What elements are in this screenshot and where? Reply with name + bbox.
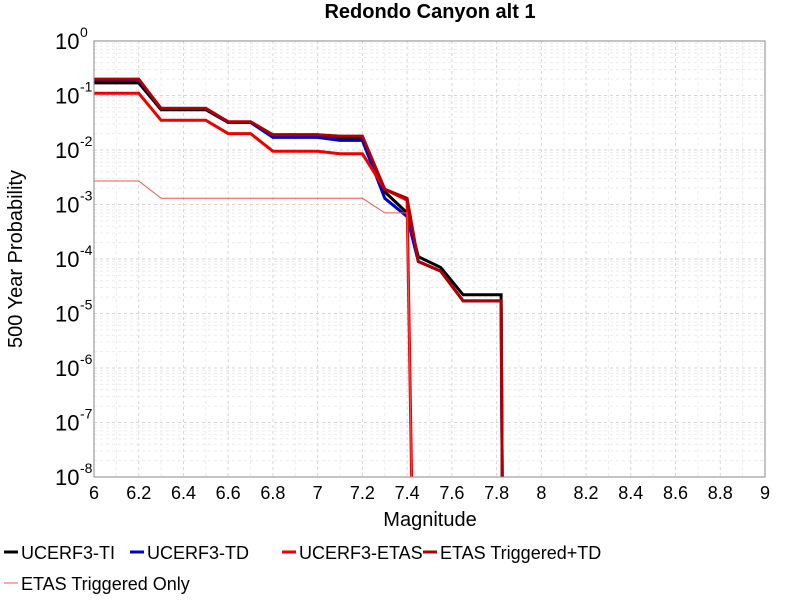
y-tick-exponent: -5 bbox=[80, 297, 93, 313]
y-tick-exponent: -1 bbox=[80, 79, 93, 95]
y-tick-exponent: -8 bbox=[80, 460, 93, 476]
y-axis-label: 500 Year Probability bbox=[5, 170, 27, 348]
x-tick-label: 6.4 bbox=[171, 483, 196, 503]
series-line-4 bbox=[94, 180, 413, 478]
y-tick-label: 10 bbox=[55, 411, 79, 436]
y-tick-label: 10 bbox=[55, 193, 79, 218]
x-tick-label: 7.8 bbox=[484, 483, 509, 503]
series-line-0 bbox=[94, 81, 504, 478]
series-line-1 bbox=[94, 78, 504, 478]
x-tick-label: 7 bbox=[313, 483, 323, 503]
y-tick-label: 10 bbox=[55, 356, 79, 381]
legend-label-2: UCERF3-ETAS bbox=[299, 543, 423, 563]
series-line-2 bbox=[94, 91, 414, 478]
x-tick-label: 8.6 bbox=[663, 483, 688, 503]
x-tick-label: 6 bbox=[89, 483, 99, 503]
grid bbox=[93, 41, 766, 478]
x-tick-label: 6.6 bbox=[216, 483, 241, 503]
plot-frame bbox=[93, 40, 766, 478]
y-tick-label: 10 bbox=[55, 29, 79, 54]
x-tick-label: 6.2 bbox=[126, 483, 151, 503]
y-tick-label: 10 bbox=[55, 247, 79, 272]
y-tick-label: 10 bbox=[55, 138, 79, 163]
y-tick-exponent: -2 bbox=[80, 133, 93, 149]
legend-label-3: ETAS Triggered+TD bbox=[440, 543, 601, 563]
x-tick-label: 9 bbox=[760, 483, 770, 503]
x-tick-label: 8 bbox=[536, 483, 546, 503]
y-tick-exponent: -7 bbox=[80, 406, 93, 422]
y-tick-label: 10 bbox=[55, 302, 79, 327]
x-tick-label: 8.8 bbox=[708, 483, 733, 503]
y-tick-exponent: 0 bbox=[80, 24, 88, 40]
plot-lines bbox=[94, 77, 504, 478]
x-axis-label: Magnitude bbox=[383, 509, 476, 531]
chart-title: Redondo Canyon alt 1 bbox=[324, 1, 535, 23]
legend-label-0: UCERF3-TI bbox=[21, 543, 115, 563]
x-tick-label: 7.2 bbox=[350, 483, 375, 503]
x-tick-label: 6.8 bbox=[260, 483, 285, 503]
y-tick-exponent: -6 bbox=[80, 351, 93, 367]
x-tick-label: 7.6 bbox=[439, 483, 464, 503]
legend-label-1: UCERF3-TD bbox=[147, 543, 249, 563]
x-tick-label: 8.4 bbox=[618, 483, 643, 503]
y-tick-exponent: -4 bbox=[80, 242, 93, 258]
y-tick-exponent: -3 bbox=[80, 188, 93, 204]
y-tick-label: 10 bbox=[55, 465, 79, 490]
legend: UCERF3-TI UCERF3-TD UCERF3-ETAS ETAS Trigge… bbox=[4, 543, 601, 594]
x-tick-label: 7.4 bbox=[395, 483, 420, 503]
y-tick-label: 10 bbox=[55, 84, 79, 109]
series-line-3 bbox=[94, 77, 504, 478]
x-tick-labels: 6 6.2 6.4 6.6 6.8 7 7.2 7.4 7.6 7.8 8 8.2 8.4 8.6 8.8 9 bbox=[89, 483, 770, 503]
legend-label-4: ETAS Triggered Only bbox=[21, 574, 190, 594]
x-tick-label: 8.2 bbox=[574, 483, 599, 503]
